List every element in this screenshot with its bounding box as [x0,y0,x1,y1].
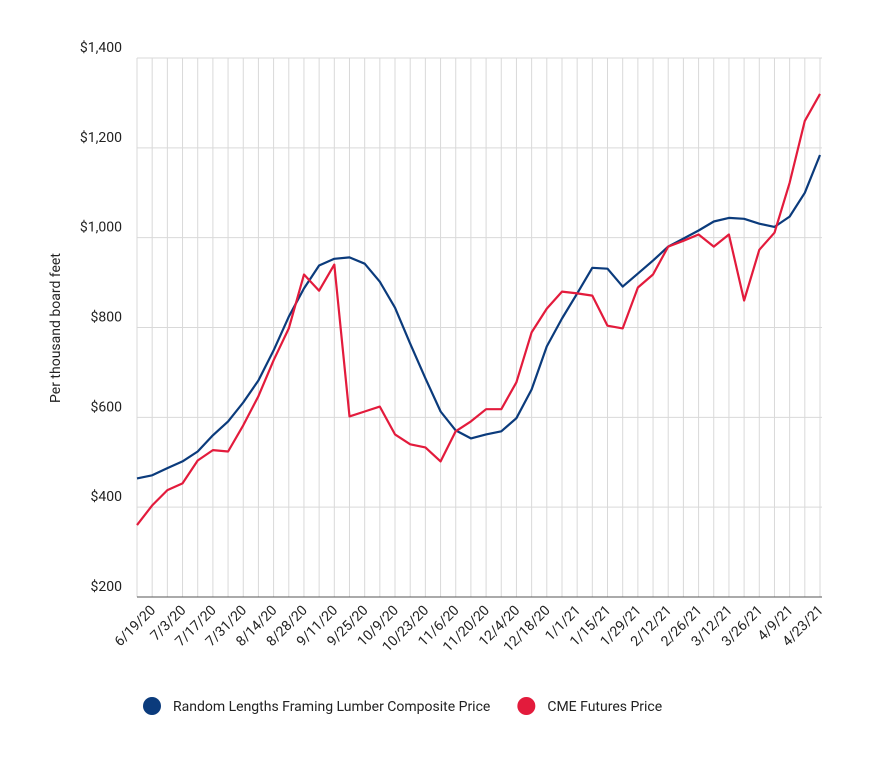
y-tick-label: $1,400 [80,39,122,56]
y-tick-label: $1,000 [80,219,122,236]
y-tick-label: $800 [91,309,123,326]
series-line [136,154,822,480]
y-tick-label: $1,200 [80,129,122,146]
series-line [136,93,821,526]
x-tick-label: 6/19/20 [112,602,159,649]
y-tick-label: $600 [91,398,123,415]
legend-label: Random Lengths Framing Lumber Composite … [173,699,490,715]
y-tick-label: $400 [91,488,123,505]
legend-label: CME Futures Price [547,699,662,715]
y-tick-label: $200 [91,578,123,595]
legend-marker [143,697,161,715]
y-axis-label: Per thousand board feet [48,253,64,403]
legend-marker [517,697,536,715]
